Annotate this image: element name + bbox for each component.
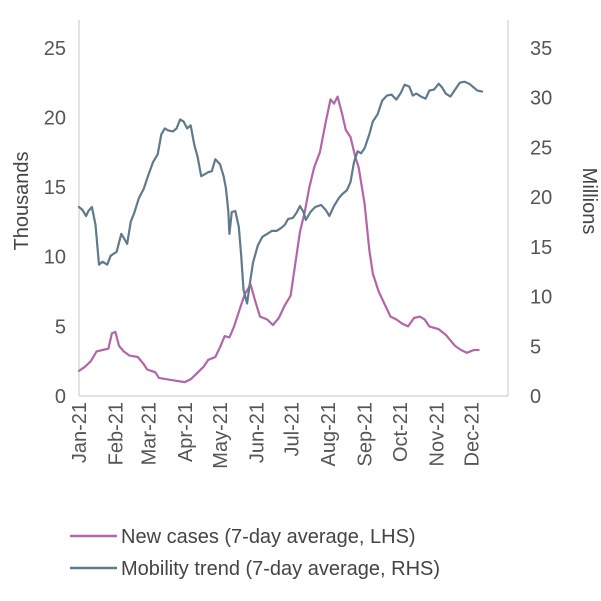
x-tick-label: Dec-21 [462, 402, 484, 466]
left-tick-label: 0 [55, 386, 66, 408]
x-tick-label: Sep-21 [355, 402, 377, 467]
right-tick-label: 15 [530, 237, 552, 259]
x-tick-label: Oct-21 [390, 402, 412, 462]
right-axis-ticks: 0 5 10 15 20 25 30 35 [530, 38, 552, 408]
left-axis-label: Thousands [11, 152, 33, 251]
legend-label-new-cases: New cases (7-day average, LHS) [121, 526, 416, 548]
legend: New cases (7-day average, LHS) Mobility … [70, 526, 440, 580]
x-tick-label: Mar-21 [138, 402, 160, 465]
legend-label-mobility: Mobility trend (7-day average, RHS) [121, 558, 440, 580]
x-tick-label: Aug-21 [318, 402, 340, 467]
x-tick-label: Nov-21 [426, 402, 448, 466]
right-tick-label: 35 [530, 38, 552, 60]
axes [78, 20, 509, 397]
right-tick-label: 10 [530, 287, 552, 309]
right-axis-label: Millions [578, 168, 600, 235]
series-line-mobility [77, 80, 484, 305]
right-tick-label: 5 [530, 336, 541, 358]
series-layer [77, 80, 484, 384]
x-tick-label: Feb-21 [105, 402, 127, 465]
x-tick-label: Jul-21 [282, 402, 304, 456]
right-tick-label: 0 [530, 386, 541, 408]
x-tick-label: Apr-21 [175, 402, 197, 462]
left-axis-ticks: 0 5 10 15 20 25 [44, 38, 66, 408]
x-tick-label: Jun-21 [246, 402, 268, 463]
right-tick-label: 25 [530, 137, 552, 159]
left-tick-label: 10 [44, 247, 66, 269]
x-tick-label: Jan-21 [69, 402, 91, 463]
left-tick-label: 25 [44, 38, 66, 60]
left-tick-label: 15 [44, 177, 66, 199]
right-tick-label: 30 [530, 88, 552, 110]
left-tick-label: 20 [44, 107, 66, 129]
series-line-new-cases [77, 95, 480, 384]
left-tick-label: 5 [55, 316, 66, 338]
x-tick-label: May-21 [210, 402, 232, 469]
right-tick-label: 20 [530, 187, 552, 209]
x-axis-ticks: Jan-21 Feb-21 Mar-21 Apr-21 May-21 Jun-21 Jul-… [69, 402, 484, 469]
